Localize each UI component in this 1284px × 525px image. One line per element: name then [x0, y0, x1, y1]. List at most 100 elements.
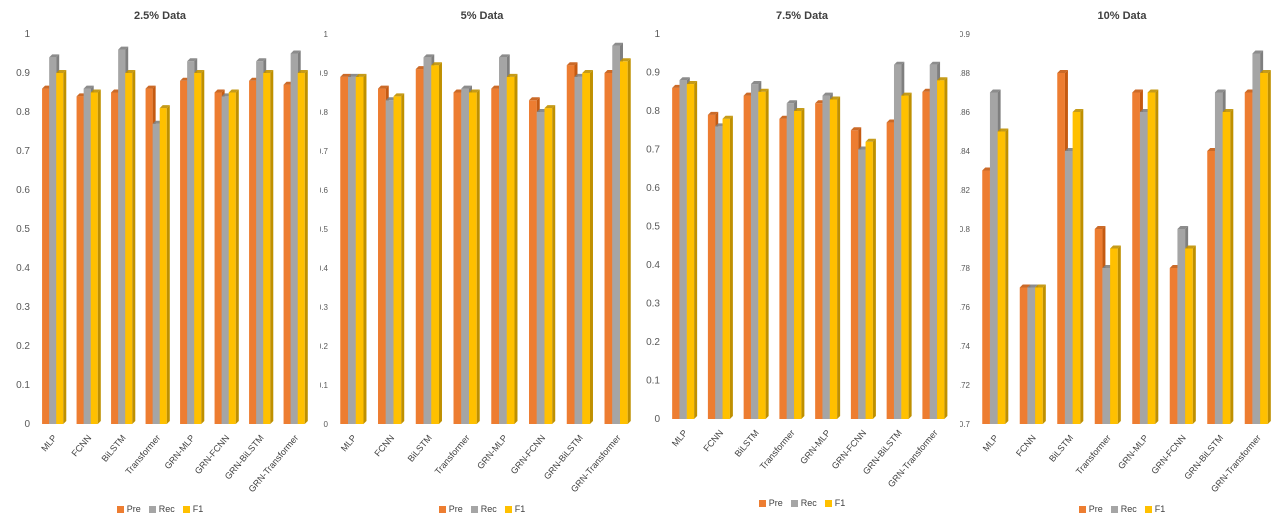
- category-label: MLP: [981, 433, 1001, 454]
- y-tick-label: 0: [24, 419, 30, 430]
- y-tick-label: 0.88: [960, 69, 971, 78]
- y-tick-label: 0.7: [646, 145, 660, 156]
- y-tick-label: 0.76: [960, 303, 971, 312]
- y-tick-label: 0.3: [16, 302, 30, 313]
- y-tick-label: 0.2: [320, 342, 329, 351]
- y-tick-label: 0.3: [320, 303, 329, 312]
- bar-f1-grn-transformer: [937, 77, 948, 419]
- legend-label: Rec: [158, 504, 175, 514]
- category-label: BiLSTM: [100, 433, 128, 464]
- y-tick-label: 0.6: [646, 183, 660, 194]
- legend-item-rec: Rec: [148, 504, 175, 514]
- category-label: GRN-MLP: [162, 433, 196, 471]
- y-tick-label: 0.9: [646, 68, 660, 79]
- category-label: Transformer: [123, 433, 162, 477]
- y-tick-label: 0.4: [320, 264, 329, 273]
- y-tick-label: 0.2: [16, 341, 30, 352]
- bar-f1-grn-mlp: [194, 70, 205, 424]
- legend-item-pre: Pre: [758, 498, 783, 508]
- bar-f1-bilstm: [125, 70, 136, 424]
- y-tick-label: 0.8: [320, 108, 329, 117]
- legend-label: F1: [192, 504, 204, 514]
- legend-item-f1: F1: [1144, 504, 1165, 514]
- legend-item-f1: F1: [504, 504, 526, 514]
- y-tick-label: 0: [654, 414, 660, 425]
- bar-f1-grn-bilstm: [263, 70, 274, 424]
- category-label: GRN-FCNN: [1149, 433, 1188, 476]
- legend-label: Pre: [768, 498, 783, 508]
- bar-f1-transformer: [1110, 245, 1121, 424]
- y-tick-label: 0.82: [960, 186, 971, 195]
- bar-f1-fcnn: [393, 93, 405, 425]
- category-label: FCNN: [372, 433, 396, 459]
- bar-f1-grn-mlp: [1147, 89, 1159, 424]
- legend-label: Pre: [126, 504, 141, 514]
- y-tick-label: 0.86: [960, 108, 971, 117]
- legend-label: Rec: [1120, 504, 1137, 514]
- bar-f1-grn-bilstm: [901, 92, 912, 419]
- bar-f1-grn-mlp: [506, 73, 518, 425]
- legend-item-pre: Pre: [438, 504, 463, 514]
- bar-f1-mlp: [56, 70, 67, 424]
- y-tick-label: 0.2: [646, 337, 660, 348]
- y-tick-label: 1: [324, 30, 329, 39]
- category-label: GRN-FCNN: [830, 428, 869, 471]
- chart-panel-2-5: 2.5% Data 0 0.1 0.2 0.3 0.4 0.5 0.6 0.7 0.8 0.9 1 M…: [0, 0, 320, 525]
- y-tick-label: 0.72: [960, 381, 971, 390]
- category-label: GRN-FCNN: [509, 433, 548, 476]
- bar-f1-grn-fcnn: [228, 89, 239, 424]
- bar-f1-grn-bilstm: [1222, 109, 1234, 424]
- y-tick-label: 1: [654, 29, 660, 40]
- y-tick-label: 0.84: [960, 147, 971, 156]
- y-tick-label: 0.1: [16, 380, 30, 391]
- category-label: Transformer: [433, 433, 472, 477]
- chart-panel-7-5: 7.5% Data 0 0.1 0.2 0.3 0.4 0.5 0.6 0.7 0.8 0.9 1 M…: [644, 0, 960, 525]
- bar-f1-transformer: [794, 108, 805, 419]
- y-tick-label: 0.5: [16, 224, 30, 235]
- y-tick-label: 0.3: [646, 299, 660, 310]
- category-label: FCNN: [70, 433, 94, 459]
- y-tick-label: 0.6: [16, 185, 30, 196]
- category-label: Transformer: [758, 428, 797, 472]
- bar-f1-grn-fcnn: [865, 138, 876, 420]
- category-label: BiLSTM: [733, 428, 761, 459]
- category-label: GRN-BiLSTM: [542, 433, 585, 482]
- legend-label: Pre: [1088, 504, 1103, 514]
- bar-f1-mlp: [355, 73, 367, 425]
- legend-item-rec: Rec: [790, 498, 817, 508]
- legend-item-pre: Pre: [1078, 504, 1103, 514]
- chart-panel-10: 10% Data 0.70.720.740.760.780.80.820.840…: [960, 0, 1284, 525]
- legend-label: F1: [834, 498, 846, 508]
- bar-f1-fcnn: [90, 89, 101, 424]
- legend-label: Pre: [448, 504, 463, 514]
- bar-f1-grn-transformer: [619, 58, 631, 425]
- bar-f1-bilstm: [431, 62, 442, 424]
- y-tick-label: 0.1: [646, 376, 660, 387]
- y-tick-label: 0.9: [960, 30, 971, 39]
- y-tick-label: 0.9: [320, 69, 329, 78]
- y-tick-label: 0.78: [960, 264, 971, 273]
- bar-f1-mlp: [686, 81, 698, 420]
- bar-f1-fcnn: [722, 115, 733, 419]
- category-label: MLP: [39, 433, 59, 454]
- category-label: GRN-MLP: [798, 428, 832, 466]
- category-label: BiLSTM: [1047, 433, 1075, 464]
- legend-label: F1: [514, 504, 526, 514]
- chart-svg: 00.10.20.30.40.50.60.70.80.91MLPFCNNBiLS…: [320, 30, 631, 494]
- y-tick-label: 0.9: [16, 68, 30, 79]
- category-label: GRN-MLP: [1116, 433, 1150, 471]
- legend: Pre Rec F1: [960, 504, 1284, 514]
- bar-f1-grn-transformer: [1260, 70, 1271, 424]
- category-label: Transformer: [1074, 433, 1113, 477]
- category-label: MLP: [339, 433, 359, 454]
- y-tick-label: 0.5: [646, 222, 660, 233]
- bar-f1-fcnn: [1035, 284, 1046, 424]
- y-tick-label: 0.4: [16, 263, 30, 274]
- bar-f1-grn-mlp: [829, 96, 841, 419]
- legend: Pre Rec F1: [644, 498, 960, 508]
- category-label: BiLSTM: [406, 433, 434, 464]
- bar-f1-grn-fcnn: [1185, 245, 1196, 424]
- chart-title: 10% Data: [1097, 10, 1147, 22]
- legend: Pre Rec F1: [0, 504, 320, 514]
